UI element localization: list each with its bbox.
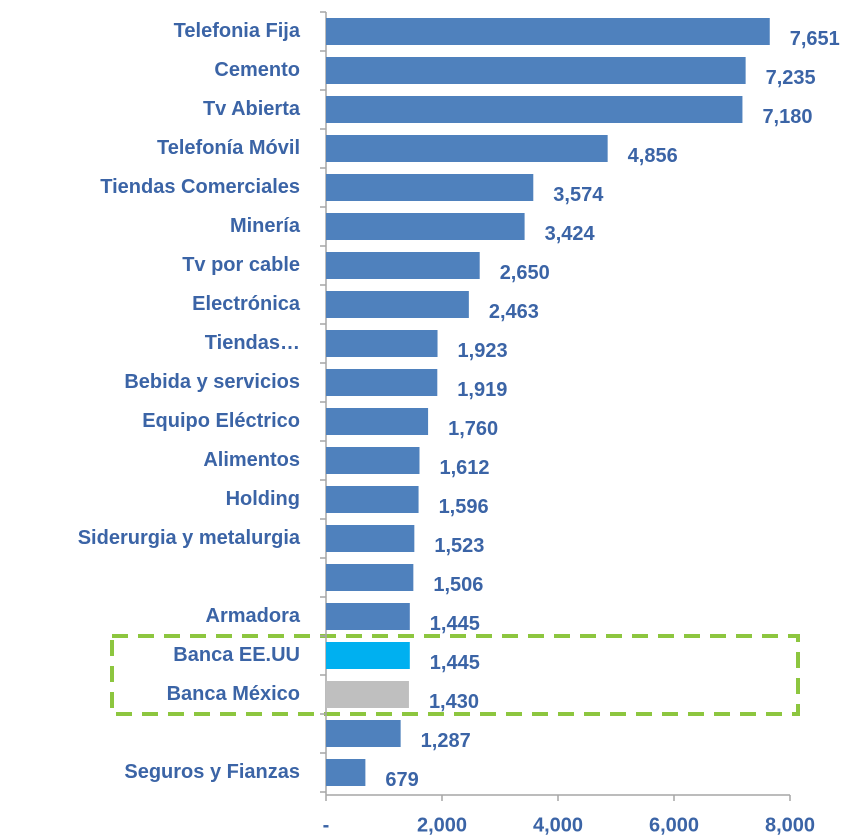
- y-tick-label: Electrónica: [192, 293, 301, 315]
- y-tick-label: Tiendas…: [205, 332, 300, 354]
- value-label: 1,923: [458, 340, 508, 362]
- bar: [326, 525, 415, 552]
- value-label: 1,612: [439, 457, 489, 479]
- y-tick-label: Tv Abierta: [203, 98, 301, 120]
- bar: [326, 252, 480, 279]
- bar: [326, 291, 469, 318]
- value-label: 3,574: [553, 184, 604, 206]
- bar: [326, 96, 743, 123]
- bar: [326, 213, 525, 240]
- y-tick-label: Tiendas Comerciales: [100, 176, 300, 198]
- bar: [326, 18, 770, 45]
- value-label: 7,651: [790, 28, 840, 50]
- y-tick-label: Alimentos: [203, 449, 300, 471]
- bar: [326, 174, 534, 201]
- bar: [326, 330, 438, 357]
- bar: [326, 720, 401, 747]
- x-tick-label: -: [323, 814, 330, 836]
- value-label: 1,596: [439, 496, 489, 518]
- bar: [326, 408, 429, 435]
- y-tick-label: Holding: [226, 488, 300, 510]
- value-label: 1,287: [421, 730, 471, 752]
- bar: [326, 486, 419, 513]
- x-tick-label: 8,000: [765, 814, 815, 836]
- y-tick-label: Banca EE.UU: [173, 644, 300, 666]
- value-label: 1,919: [457, 379, 507, 401]
- x-tick-label: 6,000: [649, 814, 699, 836]
- value-label: 3,424: [545, 223, 596, 245]
- value-label: 1,523: [434, 535, 484, 557]
- bar: [326, 369, 438, 396]
- value-label: 2,463: [489, 301, 539, 323]
- bar: [326, 681, 409, 708]
- bar: [326, 135, 608, 162]
- value-label: 1,445: [430, 613, 480, 635]
- bar: [326, 447, 420, 474]
- value-label: 7,180: [762, 106, 812, 128]
- y-tick-label: Bebida y servicios: [124, 371, 300, 393]
- y-tick-label: Equipo Eléctrico: [142, 410, 300, 432]
- x-tick-label: 4,000: [533, 814, 583, 836]
- y-tick-label: Armadora: [206, 605, 301, 627]
- y-tick-label: Telefonía Móvil: [157, 137, 300, 159]
- highlight-box: [110, 634, 800, 716]
- bar: [326, 642, 410, 669]
- y-tick-label: Siderurgia y metalurgia: [78, 527, 301, 549]
- y-tick-label: Banca México: [167, 683, 300, 705]
- value-label: 1,445: [430, 652, 480, 674]
- bar: [326, 564, 414, 591]
- value-label: 1,506: [433, 574, 483, 596]
- bar: [326, 57, 746, 84]
- value-label: 4,856: [628, 145, 678, 167]
- y-tick-label: Cemento: [214, 59, 300, 81]
- value-label: 7,235: [766, 67, 816, 89]
- value-label: 1,760: [448, 418, 498, 440]
- y-tick-label: Tv por cable: [182, 254, 300, 276]
- value-label: 1,430: [429, 691, 479, 713]
- y-tick-label: Minería: [230, 215, 301, 237]
- value-label: 679: [385, 769, 418, 791]
- x-tick-label: 2,000: [417, 814, 467, 836]
- bar: [326, 603, 410, 630]
- value-label: 2,650: [500, 262, 550, 284]
- y-tick-label: Telefonia Fija: [174, 20, 301, 42]
- y-tick-label: Seguros y Fianzas: [124, 761, 300, 783]
- bar: [326, 759, 366, 786]
